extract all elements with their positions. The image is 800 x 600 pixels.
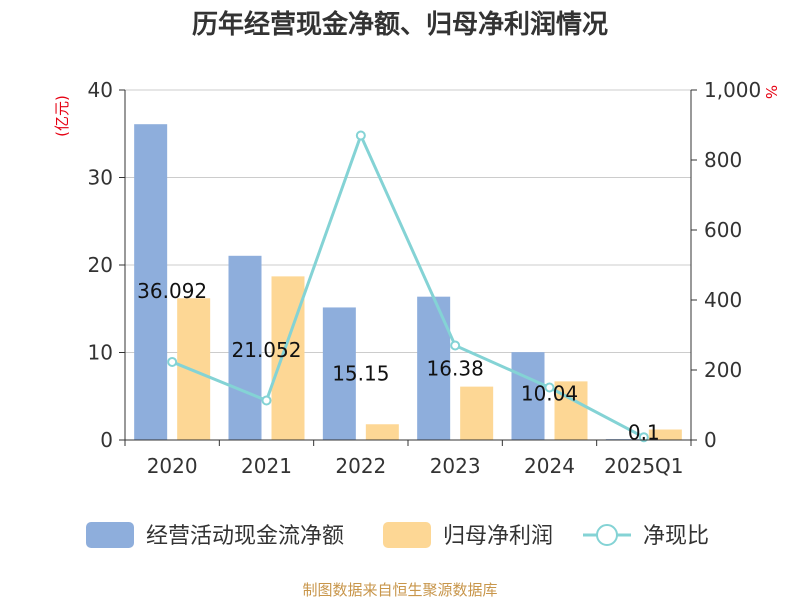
y-left-tick-label: 10 <box>88 341 113 365</box>
y-left-tick-label: 0 <box>100 428 113 452</box>
right-axis-unit: % <box>762 85 780 99</box>
cashflow-bar <box>134 124 168 440</box>
y-right-tick-label: 1,000 <box>704 78 761 102</box>
legend-swatch-net-profit <box>383 522 431 548</box>
y-left-tick-label: 40 <box>88 78 113 102</box>
ratio-line <box>167 130 649 443</box>
cashflow-bar <box>228 255 262 440</box>
x-tick-label: 2022 <box>335 454 386 478</box>
legend: 经营活动现金流净额 归母净利润 净现比 <box>86 522 709 549</box>
net-profit-bar <box>554 381 588 440</box>
y-right-tick-label: 800 <box>704 148 742 172</box>
net-profit-bar <box>365 424 399 440</box>
legend-swatch-cashflow <box>86 522 134 548</box>
cashflow-bar <box>322 307 356 440</box>
bars <box>134 124 682 440</box>
y-right-tick-label: 200 <box>704 358 742 382</box>
legend-label-ratio: 净现比 <box>643 524 709 549</box>
left-axis-unit: (亿元) <box>53 95 71 137</box>
y-right-tick-label: 0 <box>704 428 717 452</box>
ratio-point <box>261 395 272 406</box>
net-profit-bar <box>648 429 682 440</box>
cashflow-data-label: 15.15 <box>332 361 389 385</box>
cashflow-bar <box>511 352 545 440</box>
ratio-line-path <box>171 131 645 439</box>
net-profit-bar <box>460 386 494 440</box>
gridlines <box>125 89 691 353</box>
source-note: 制图数据来自恒生聚源数据库 <box>302 581 497 599</box>
y-left-tick-label: 30 <box>88 166 113 190</box>
cashflow-data-label: 36.092 <box>137 279 207 303</box>
y-right-tick-label: 400 <box>704 288 742 312</box>
chart-title: 历年经营现金净额、归母净利润情况 <box>192 9 608 40</box>
y-left-tick-label: 20 <box>88 253 113 277</box>
legend-label-net-profit: 归母净利润 <box>443 524 553 549</box>
x-tick-label: 2024 <box>524 454 575 478</box>
x-tick-label: 2023 <box>430 454 481 478</box>
ratio-point <box>167 356 178 367</box>
x-tick-label: 2020 <box>147 454 198 478</box>
x-tick-label: 2025Q1 <box>604 454 683 478</box>
data-labels: 36.092 21.052 15.15 16.38 10.04 0.1 <box>137 279 660 445</box>
ratio-point <box>450 340 461 351</box>
cashflow-data-label: 10.04 <box>521 381 578 405</box>
ratio-point <box>544 382 555 393</box>
y-right-tick-label: 600 <box>704 218 742 242</box>
x-tick-label: 2021 <box>241 454 292 478</box>
cashflow-data-label: 16.38 <box>427 357 484 381</box>
ratio-point <box>355 130 366 141</box>
legend-label-cashflow: 经营活动现金流净额 <box>146 524 344 549</box>
ratio-point <box>638 432 649 443</box>
cashflow-data-label: 0.1 <box>628 421 660 445</box>
legend-marker-ratio <box>596 524 618 546</box>
net-profit-bar <box>271 276 305 440</box>
cashflow-data-label: 21.052 <box>232 338 302 362</box>
